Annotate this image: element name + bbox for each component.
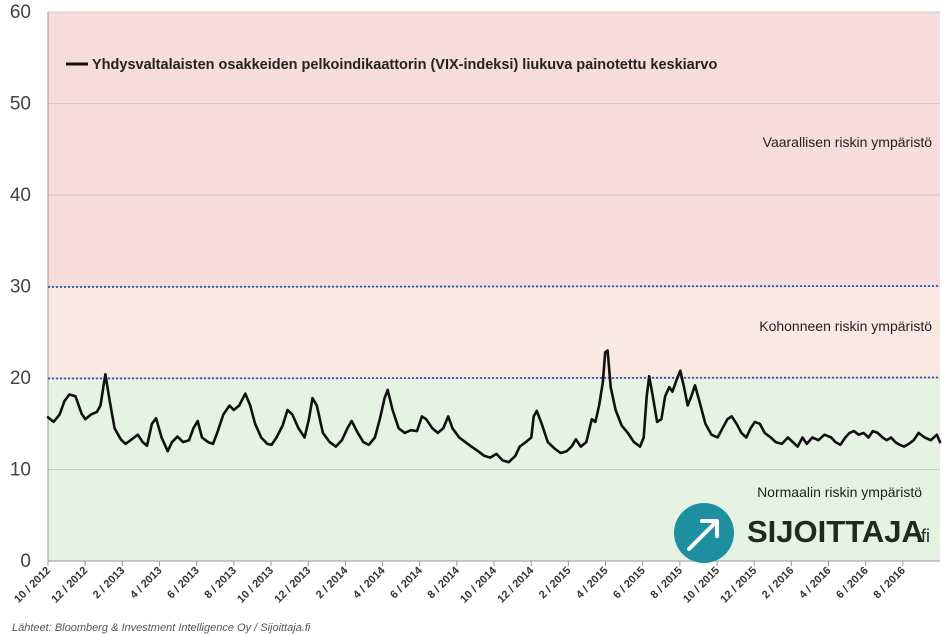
x-tick-label: 4 / 2016 xyxy=(797,565,834,602)
x-tick-label: 12 / 2013 xyxy=(272,565,313,606)
logo: SIJOITTAJA .fi xyxy=(674,503,930,563)
zone-label-elevated: Kohonneen riskin ympäristö xyxy=(759,318,932,334)
x-tick-label: 2 / 2014 xyxy=(314,564,351,601)
y-tick-label: 50 xyxy=(10,94,31,115)
y-tick-label: 10 xyxy=(10,460,31,481)
x-tick-label: 8 / 2013 xyxy=(202,565,239,602)
y-tick-label: 40 xyxy=(10,185,31,206)
x-tick-label: 8 / 2015 xyxy=(648,565,685,602)
zone-band-0 xyxy=(48,12,940,287)
zone-band-1 xyxy=(48,286,940,378)
threshold-lines xyxy=(47,285,941,380)
x-tick-label: 2 / 2015 xyxy=(537,565,574,602)
source-note: Lähteet: Bloomberg & Investment Intellig… xyxy=(12,622,311,634)
threshold-line xyxy=(47,376,941,380)
legend: Yhdysvaltalaisten osakkeiden pelkoindika… xyxy=(66,57,717,73)
y-tick-label: 60 xyxy=(10,2,31,23)
x-tick-label: 4 / 2015 xyxy=(574,565,611,602)
x-tick-label: 4 / 2014 xyxy=(351,564,388,601)
logo-suffix: .fi xyxy=(916,526,930,546)
y-tick-label: 30 xyxy=(10,277,31,298)
x-tick-label: 6 / 2014 xyxy=(388,564,425,601)
x-tick-label: 10 / 2012 xyxy=(12,565,53,606)
zone-label-high: Vaarallisen riskin ympäristö xyxy=(763,134,933,150)
x-tick-label: 12 / 2015 xyxy=(718,565,759,606)
x-tick-label: 4 / 2013 xyxy=(128,565,165,602)
y-tick-label: 20 xyxy=(10,368,31,389)
arrow-up-right-icon xyxy=(687,519,719,551)
x-tick-label: 6 / 2013 xyxy=(165,565,202,602)
x-tick-label: 12 / 2012 xyxy=(49,565,90,606)
x-tick-label: 2 / 2016 xyxy=(760,565,797,602)
zone-label-normal: Normaalin riskin ympäristö xyxy=(757,484,922,500)
y-axis-ticks: 0 10 20 30 40 50 60 xyxy=(10,2,31,572)
x-tick-label: 10 / 2014 xyxy=(458,564,500,606)
x-tick-label: 10 / 2015 xyxy=(681,565,722,606)
threshold-line xyxy=(47,285,941,288)
x-tick-label: 2 / 2013 xyxy=(91,565,128,602)
x-tick-label: 6 / 2016 xyxy=(834,565,871,602)
x-tick-label: 8 / 2016 xyxy=(871,565,908,602)
y-tick-label: 0 xyxy=(20,551,31,572)
series-line-0 xyxy=(46,349,942,464)
series-lines xyxy=(46,349,942,464)
x-tick-label: 10 / 2013 xyxy=(235,565,276,606)
legend-label: Yhdysvaltalaisten osakkeiden pelkoindika… xyxy=(92,57,717,73)
x-tick-label: 12 / 2014 xyxy=(495,564,537,606)
logo-brand: SIJOITTAJA xyxy=(747,514,924,549)
x-tick-label: 6 / 2015 xyxy=(611,565,648,602)
x-tick-label: 8 / 2014 xyxy=(425,564,462,601)
